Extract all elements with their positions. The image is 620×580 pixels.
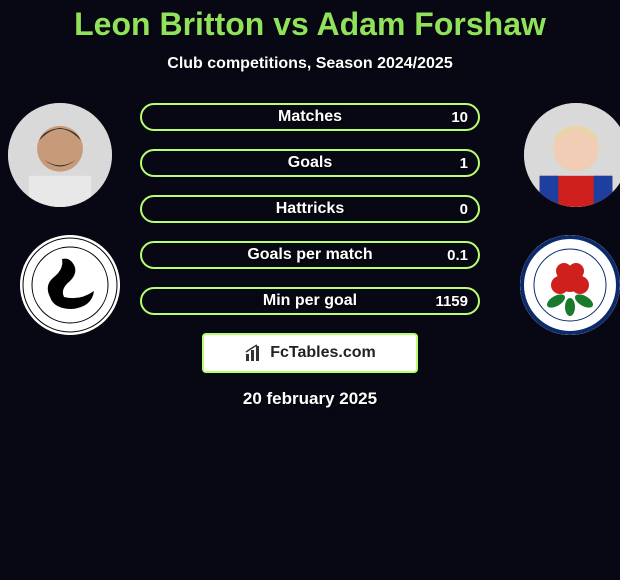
player2-name: Adam Forshaw (317, 6, 546, 42)
stat-value-player2: 1159 (435, 293, 468, 310)
chart-icon (244, 343, 264, 363)
stat-value-player2: 1 (460, 155, 468, 172)
club1-badge (20, 235, 120, 335)
badge-text: FcTables.com (270, 344, 376, 362)
stat-value-player2: 0 (460, 201, 468, 218)
club-icon (520, 235, 620, 335)
stat-label: Goals per match (247, 246, 372, 264)
stat-row: Min per goal 1159 (140, 287, 480, 315)
comparison-area: Matches 10 Goals 1 Hattricks 0 Goals per match… (0, 103, 620, 315)
subtitle: Club competitions, Season 2024/2025 (0, 55, 620, 73)
club2-badge (520, 235, 620, 335)
vs-word: vs (273, 6, 309, 42)
avatar-icon (8, 103, 112, 207)
stat-label: Matches (278, 108, 342, 126)
stat-row: Goals 1 (140, 149, 480, 177)
player1-name: Leon Britton (74, 6, 264, 42)
stat-row: Hattricks 0 (140, 195, 480, 223)
date-text: 20 february 2025 (0, 389, 620, 409)
player2-avatar (524, 103, 620, 207)
stat-value-player2: 0.1 (447, 247, 468, 264)
player1-avatar (8, 103, 112, 207)
stat-value-player2: 10 (451, 109, 468, 126)
stat-row: Matches 10 (140, 103, 480, 131)
avatar-icon (524, 103, 620, 207)
stats-list: Matches 10 Goals 1 Hattricks 0 Goals per match… (140, 103, 480, 315)
stat-row: Goals per match 0.1 (140, 241, 480, 269)
stat-label: Min per goal (263, 292, 357, 310)
stat-label: Goals (288, 154, 332, 172)
stat-label: Hattricks (276, 200, 344, 218)
fctables-badge[interactable]: FcTables.com (202, 333, 418, 373)
club-icon (20, 235, 120, 335)
page-title: Leon Britton vs Adam Forshaw (0, 0, 620, 43)
